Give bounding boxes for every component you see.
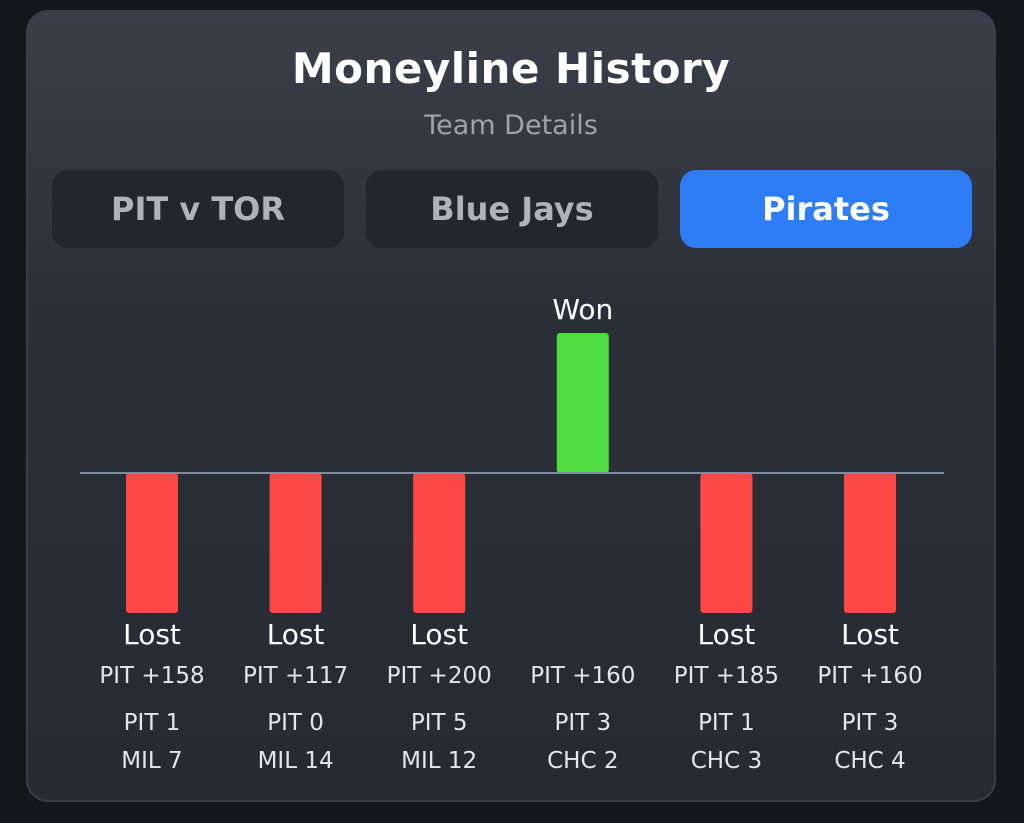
odds-label-5: PIT +185 xyxy=(674,663,779,689)
score-pit-3: PIT 5 xyxy=(411,710,468,736)
bar-game-6 xyxy=(844,473,896,613)
score-opp-4: CHC 2 xyxy=(547,748,618,774)
odds-label-3: PIT +200 xyxy=(387,663,492,689)
result-label-3: Lost xyxy=(410,618,468,651)
score-opp-3: MIL 12 xyxy=(401,748,477,774)
moneyline-card: Moneyline History Team Details PIT v TOR… xyxy=(26,10,996,802)
result-label-2: Lost xyxy=(267,618,325,651)
page-subtitle: Team Details xyxy=(424,110,598,141)
result-label-4: Won xyxy=(552,293,613,326)
page-title: Moneyline History xyxy=(291,44,731,93)
score-pit-2: PIT 0 xyxy=(267,710,324,736)
tab-pirates[interactable]: Pirates xyxy=(680,170,972,248)
tab-blue-jays[interactable]: Blue Jays xyxy=(366,170,658,248)
score-opp-5: CHC 3 xyxy=(691,748,762,774)
tab-matchup[interactable]: PIT v TOR xyxy=(52,170,344,248)
odds-label-1: PIT +158 xyxy=(99,663,204,689)
bar-game-2 xyxy=(269,473,322,613)
score-pit-4: PIT 3 xyxy=(554,710,611,736)
bar-game-3 xyxy=(413,473,466,613)
bar-game-4 xyxy=(556,333,609,473)
result-label-1: Lost xyxy=(123,618,181,651)
bar-game-1 xyxy=(126,473,178,613)
score-opp-2: MIL 14 xyxy=(258,748,334,774)
score-opp-1: MIL 7 xyxy=(121,748,182,774)
score-opp-6: CHC 4 xyxy=(834,748,905,774)
team-tabs: PIT v TOR Blue Jays Pirates xyxy=(52,170,972,248)
odds-label-6: PIT +160 xyxy=(817,663,922,689)
odds-label-4: PIT +160 xyxy=(530,663,635,689)
score-pit-6: PIT 3 xyxy=(842,710,899,736)
score-pit-5: PIT 1 xyxy=(698,710,755,736)
bar-game-5 xyxy=(700,473,753,613)
result-label-6: Lost xyxy=(841,618,899,651)
odds-label-2: PIT +117 xyxy=(243,663,348,689)
result-label-5: Lost xyxy=(697,618,755,651)
score-pit-1: PIT 1 xyxy=(124,710,181,736)
